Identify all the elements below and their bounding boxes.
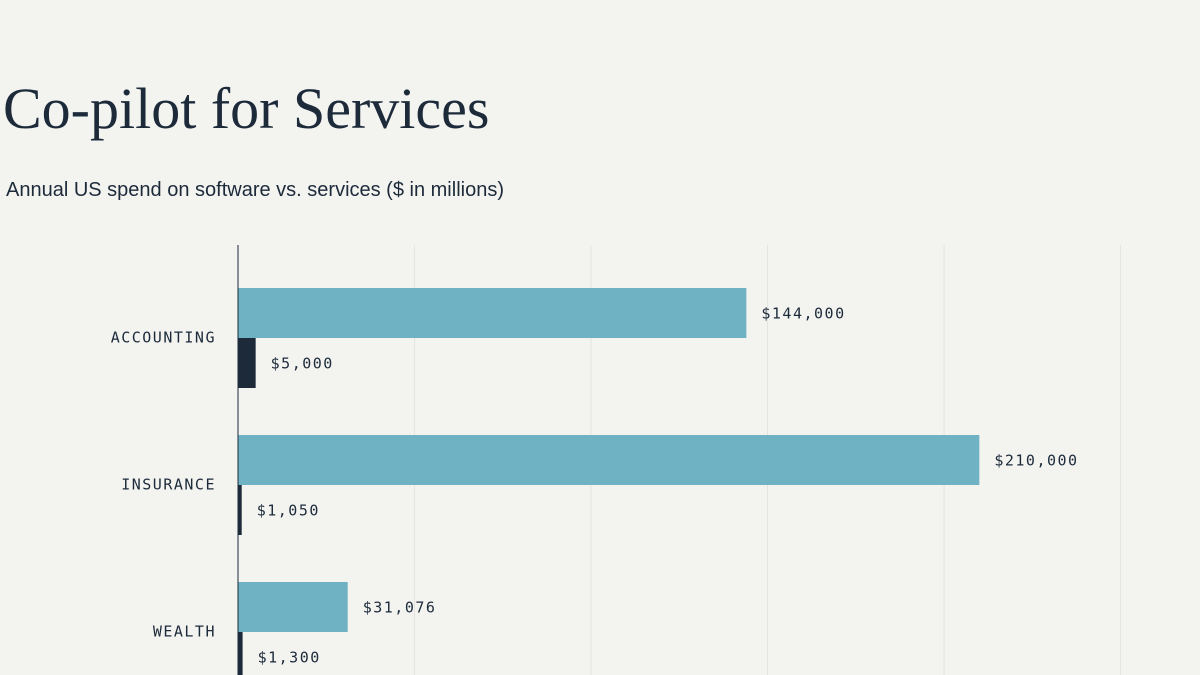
value-label: $210,000 bbox=[994, 452, 1078, 470]
value-label: $31,076 bbox=[363, 599, 437, 617]
chart-title: Co-pilot for Services bbox=[3, 76, 489, 141]
bar bbox=[238, 435, 980, 485]
bar bbox=[238, 632, 243, 675]
bar bbox=[238, 582, 348, 632]
value-label: $1,300 bbox=[258, 649, 321, 667]
bar bbox=[238, 338, 256, 388]
category-label: ACCOUNTING bbox=[111, 329, 216, 347]
category-label: WEALTH bbox=[153, 623, 216, 641]
value-label: $144,000 bbox=[761, 305, 845, 323]
bar bbox=[238, 485, 242, 535]
category-label: INSURANCE bbox=[121, 476, 216, 494]
chart-subtitle: Annual US spend on software vs. services… bbox=[6, 179, 504, 201]
value-label: $1,050 bbox=[257, 502, 320, 520]
bar bbox=[238, 288, 747, 338]
value-label: $5,000 bbox=[271, 355, 334, 373]
